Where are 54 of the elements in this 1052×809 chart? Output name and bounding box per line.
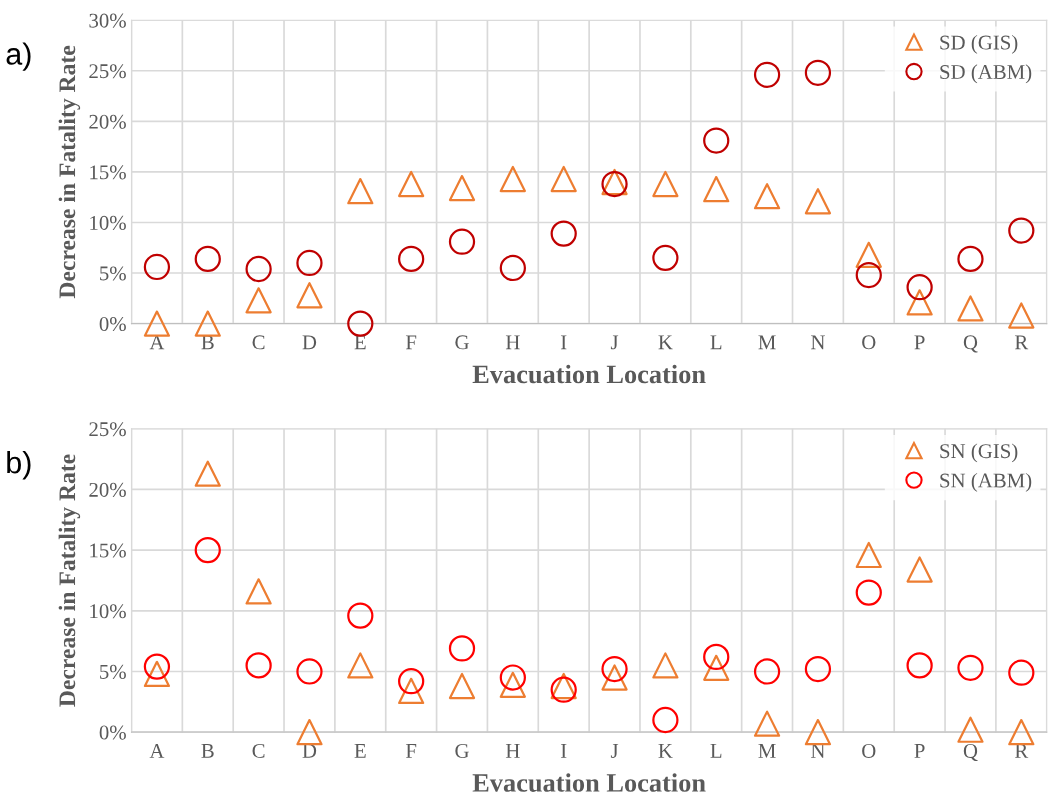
x-tick-label: K <box>658 335 673 350</box>
y-tick-label: 10% <box>90 604 126 619</box>
y-tick-label: 10% <box>90 215 126 230</box>
x-tick-label: K <box>658 744 673 758</box>
x-tick-label: G <box>455 335 469 350</box>
x-tick-label: L <box>710 335 722 350</box>
x-axis-title: Evacuation Location <box>472 364 706 384</box>
y-axis-title: Decrease in Fatality Rate <box>58 454 81 707</box>
text: a) <box>6 42 31 71</box>
x-tick-label: F <box>405 744 417 758</box>
x-tick-label: G <box>455 743 469 758</box>
y-tick-label: 5% <box>100 664 126 679</box>
y-tick-label: 20% <box>89 114 126 129</box>
x-tick-label: H <box>505 744 520 758</box>
x-tick-label: B <box>201 744 214 758</box>
x-tick-label: P <box>914 335 925 350</box>
y-tick-label: 5% <box>100 266 126 281</box>
x-tick-label: J <box>610 335 619 350</box>
text: b) <box>7 450 31 480</box>
y-tick-label: 15% <box>90 543 126 558</box>
y-tick-label: 25% <box>89 422 126 437</box>
y-tick-label: 30% <box>89 13 126 28</box>
x-tick-label: A <box>149 743 165 758</box>
y-tick-label: 25% <box>89 64 126 79</box>
x-tick-label: A <box>149 335 165 350</box>
x-tick-label: H <box>505 335 520 350</box>
x-tick-label: O <box>862 335 876 350</box>
x-tick-label: C <box>252 335 265 350</box>
x-tick-label: Q <box>963 743 978 762</box>
x-tick-label: M <box>758 335 776 350</box>
x-tick-label: I <box>560 335 567 350</box>
y-axis-title: Decrease in Fatality Rate <box>58 45 81 299</box>
x-tick-label: O <box>862 743 876 758</box>
x-tick-label: R <box>1014 335 1029 350</box>
x-tick-label: E <box>354 744 366 758</box>
x-tick-label: M <box>758 744 776 758</box>
x-tick-label: J <box>610 744 619 758</box>
x-tick-label: Q <box>963 335 978 353</box>
y-tick-label: 20% <box>89 482 126 497</box>
legend-label: SD (GIS) <box>940 34 1018 54</box>
x-tick-label: D <box>302 335 317 350</box>
x-axis-title: Evacuation Location <box>472 773 706 792</box>
y-tick-label: 15% <box>90 165 126 180</box>
x-tick-label: L <box>710 744 722 758</box>
y-tick-label: 0% <box>99 316 126 332</box>
x-tick-label: P <box>914 744 925 758</box>
legend-label: SN (GIS) <box>940 443 1018 463</box>
legend-label: SN (ABM) <box>940 472 1032 492</box>
y-tick-label: 0% <box>99 725 126 740</box>
legend-label: SD (ABM) <box>940 64 1032 84</box>
x-tick-label: I <box>560 744 567 758</box>
x-tick-label: N <box>811 335 825 350</box>
x-tick-label: F <box>405 335 417 350</box>
x-tick-label: C <box>252 743 265 758</box>
